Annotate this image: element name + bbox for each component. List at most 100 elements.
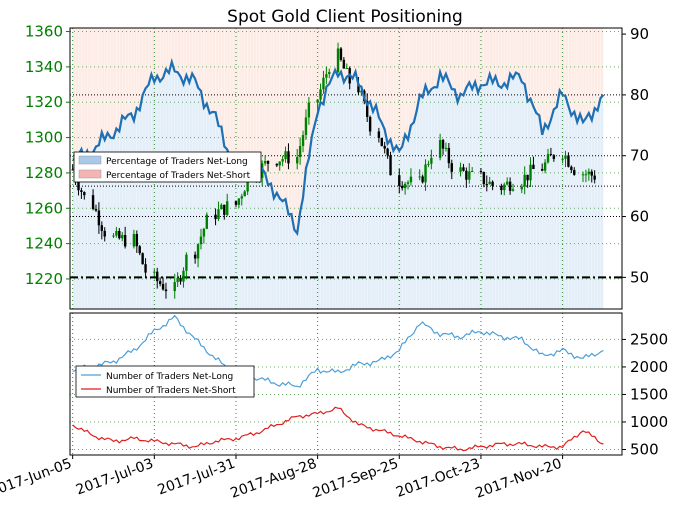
- candle-up: [298, 146, 302, 158]
- candle-up: [424, 164, 427, 183]
- candle-down: [491, 181, 494, 186]
- candle-down: [223, 204, 226, 215]
- candle-down: [193, 254, 197, 259]
- x-axis-tick-label: 2017-Sep-25: [311, 456, 401, 502]
- x-axis-tick-label: 2017-Jul-31: [156, 456, 238, 499]
- candle-up: [511, 189, 515, 191]
- candle-up: [307, 102, 311, 118]
- right-axis-tick-label: 80: [630, 86, 649, 104]
- bottom-axis-tick-label: 1000: [630, 413, 668, 431]
- candle-down: [590, 171, 593, 176]
- candle-down: [570, 166, 573, 171]
- candle-down: [593, 175, 596, 180]
- right-axis-tick-label: 90: [630, 25, 649, 43]
- candle-up: [301, 135, 305, 147]
- candle-up: [468, 171, 471, 180]
- candle-down: [479, 171, 483, 173]
- candle-down: [357, 83, 360, 93]
- candle-up: [444, 147, 448, 149]
- candle-up: [403, 183, 407, 189]
- candle-down: [526, 174, 529, 181]
- bottom-legend-label: Number of Traders Net-Long: [106, 372, 233, 382]
- candle-up: [173, 282, 176, 292]
- candle-down: [80, 190, 83, 193]
- candle-up: [406, 182, 410, 184]
- candle-down: [482, 172, 486, 185]
- candle-down: [400, 185, 404, 189]
- right-axis-tick-label: 60: [630, 208, 649, 226]
- left-axis-tick-label: 1300: [25, 129, 63, 147]
- candle-up: [325, 74, 328, 78]
- candle-up: [281, 159, 284, 162]
- candle-down: [380, 138, 383, 146]
- candle-up: [360, 90, 363, 93]
- candle-down: [398, 175, 401, 186]
- candle-down: [389, 155, 392, 176]
- candle-down: [462, 167, 465, 171]
- candle-down: [573, 170, 576, 175]
- candle-down: [441, 140, 445, 149]
- candle-down: [141, 253, 144, 265]
- candle-down: [164, 289, 168, 292]
- candle-up: [438, 140, 442, 158]
- candle-up: [205, 214, 209, 229]
- top-legend-swatch: [78, 155, 102, 165]
- candle-up: [226, 201, 229, 215]
- candle-down: [123, 235, 127, 247]
- bottom-axis-tick-label: 2000: [630, 358, 668, 376]
- candle-down: [103, 230, 106, 237]
- candle-up: [263, 160, 267, 164]
- candle-down: [179, 277, 182, 282]
- candle-down: [94, 208, 98, 211]
- chart-title: Spot Gold Client Positioning: [227, 7, 463, 27]
- left-axis-tick-label: 1320: [25, 93, 63, 111]
- candle-down: [532, 164, 535, 169]
- top-legend: Percentage of Traders Net-Long Percentage…: [73, 151, 262, 183]
- candle-up: [328, 71, 331, 75]
- bottom-legend-label: Number of Traders Net-Short: [106, 386, 236, 396]
- candle-up: [587, 171, 591, 175]
- candle-down: [266, 160, 270, 164]
- candle-down: [342, 59, 346, 69]
- x-axis-tick-label: 2017-Aug-28: [228, 456, 319, 502]
- top-legend-box: [73, 151, 262, 183]
- candle-up: [543, 162, 547, 171]
- left-axis-tick-label: 1220: [25, 270, 63, 288]
- candle-up: [199, 236, 203, 245]
- candle-up: [240, 196, 244, 199]
- candle-down: [138, 246, 141, 254]
- net-short-count-line: [72, 406, 604, 452]
- candle-up: [115, 230, 118, 236]
- x-axis-tick-label: 2017-Jul-03: [74, 456, 156, 499]
- candle-up: [418, 176, 421, 178]
- x-axis-tick-label: 2017-Jun-05: [0, 456, 74, 501]
- candle-down: [508, 181, 512, 191]
- candle-down: [567, 155, 570, 167]
- candle-up: [220, 204, 223, 210]
- candle-up: [196, 244, 200, 259]
- top-legend-swatch: [78, 169, 102, 179]
- candle-down: [118, 230, 121, 239]
- candle-up: [470, 171, 474, 173]
- candle-up: [336, 48, 340, 72]
- candle-down: [144, 264, 147, 273]
- candle-up: [237, 198, 241, 205]
- top-legend-label: Percentage of Traders Net-Short: [106, 171, 251, 181]
- candle-up: [581, 174, 585, 176]
- candle-down: [368, 116, 372, 132]
- candle-down: [214, 214, 217, 220]
- candle-up: [121, 235, 124, 239]
- bottom-axis-tick-label: 1500: [630, 385, 668, 403]
- candle-down: [77, 180, 80, 191]
- candle-up: [296, 157, 299, 164]
- candle-down: [156, 271, 159, 282]
- left-axis-tick-label: 1340: [25, 58, 63, 76]
- left-axis-tick-label: 1260: [25, 199, 63, 217]
- candle-up: [202, 228, 206, 237]
- candle-up: [284, 151, 287, 160]
- candle-up: [488, 181, 491, 185]
- right-axis-tick-label: 70: [630, 147, 649, 165]
- candle-down: [366, 101, 369, 117]
- candle-up: [505, 181, 509, 185]
- candle-down: [100, 225, 104, 231]
